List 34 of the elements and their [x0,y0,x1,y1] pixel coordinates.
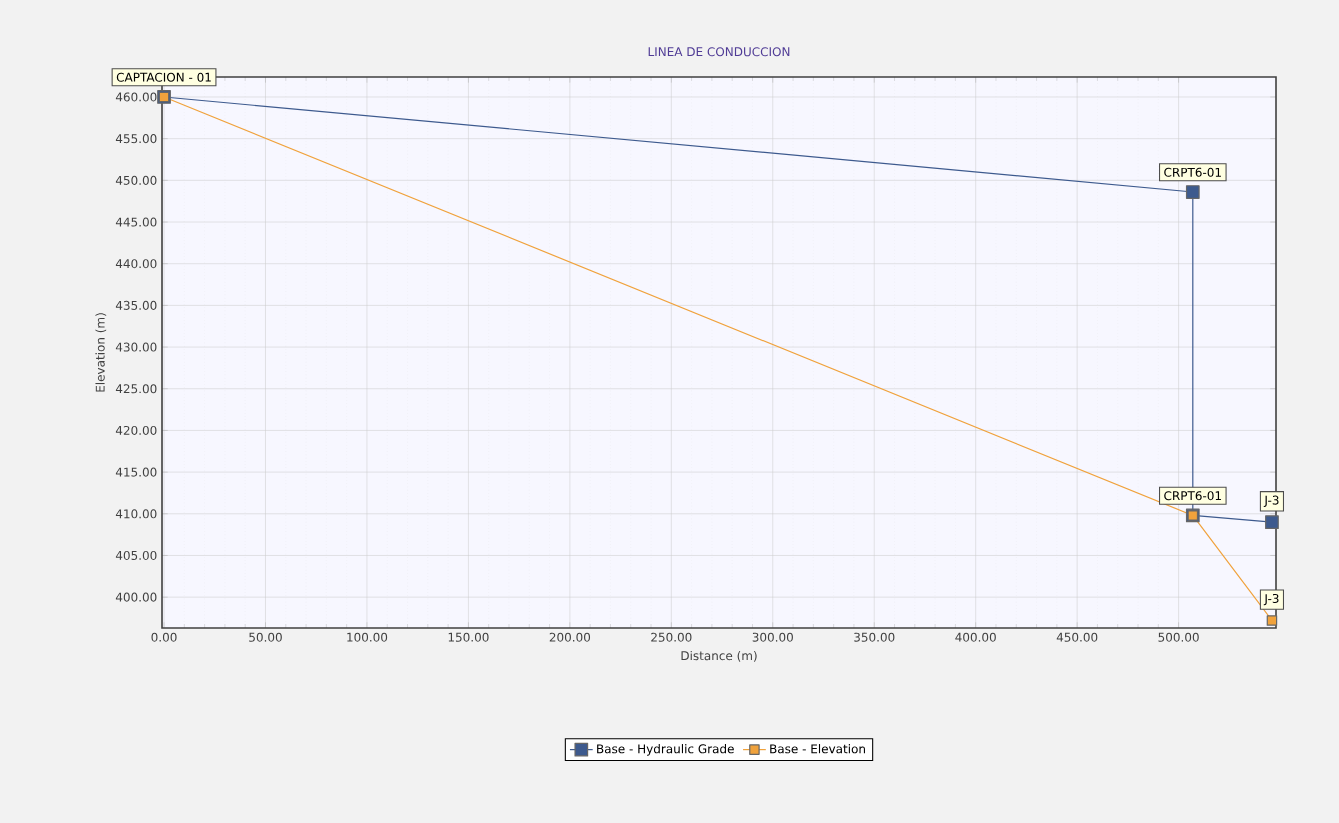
x-tick-label: 350.00 [854,632,895,642]
y-tick-label: 410.00 [115,509,157,519]
chart-title: LINEA DE CONDUCCION [648,47,790,57]
x-tick-label: 500.00 [1158,632,1199,642]
x-tick-label: 450.00 [1056,632,1098,642]
x-tick-label: 400.00 [955,632,996,642]
annotation: J-3 [1263,593,1279,606]
y-tick-label: 450.00 [115,175,157,185]
y-tick-label: 440.00 [115,259,157,269]
x-tick-label: 150.00 [448,632,489,642]
legend-label: Base - Hydraulic Grade [597,744,734,756]
annotation: CRPT6-01 [1164,491,1221,501]
annotation: J-3 [1263,495,1279,507]
y-tick-label: 435.00 [115,300,157,310]
x-tick-label: 0.00 [151,632,177,642]
x-axis-title: Distance (m) [681,650,757,662]
x-tick-label: 50.00 [249,632,282,642]
annotation: CRPT6-01 [1164,167,1221,177]
y-tick-label: 415.00 [115,467,157,477]
y-tick-label: 455.00 [115,134,157,144]
x-tick-label: 300.00 [752,632,793,642]
x-tick-label: 200.00 [549,632,591,642]
y-tick-label: 400.00 [115,592,157,602]
y-tick-label: 430.00 [115,342,157,352]
y-axis-title: Elevation (m) [95,313,107,392]
y-tick-label: 420.00 [115,425,157,435]
y-tick-label: 445.00 [115,217,157,227]
legend-label: Base - Elevation [770,744,865,754]
y-tick-label: 405.00 [115,550,157,560]
y-tick-label: 460.00 [115,92,157,102]
y-tick-label: 425.00 [115,384,157,394]
x-tick-label: 250.00 [651,632,692,642]
annotation: CAPTACION - 01 [116,72,211,82]
x-tick-label: 100.00 [347,632,388,642]
